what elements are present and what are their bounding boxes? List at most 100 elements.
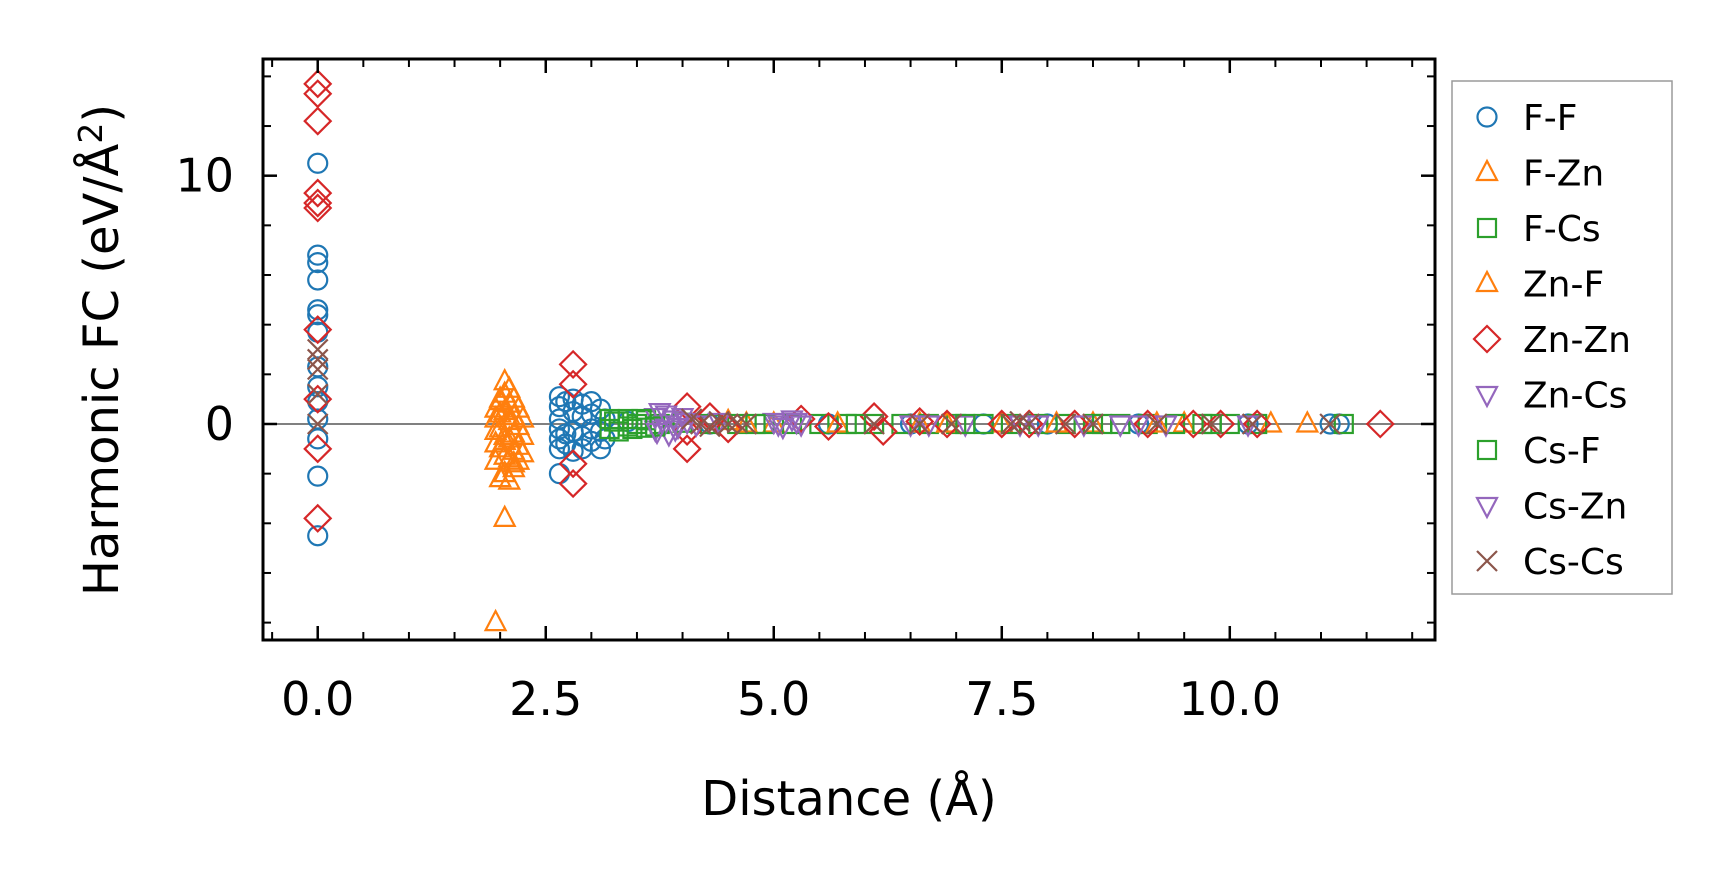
legend-entry-cs-f: Cs-F xyxy=(1476,431,1601,472)
data-point xyxy=(708,410,730,433)
data-point xyxy=(771,417,795,441)
data-point xyxy=(1054,413,1077,435)
data-point xyxy=(859,401,889,432)
data-point xyxy=(307,304,329,326)
legend-marker xyxy=(1472,324,1502,354)
data-point xyxy=(1154,415,1178,438)
data-point xyxy=(558,449,588,479)
data-point xyxy=(955,413,976,435)
data-point xyxy=(663,420,688,443)
data-point xyxy=(548,386,571,408)
data-point xyxy=(908,413,931,435)
data-point xyxy=(306,413,329,435)
data-point xyxy=(303,315,333,345)
legend-marker xyxy=(1475,385,1499,409)
legend-label: F-F xyxy=(1523,98,1577,139)
data-point xyxy=(789,415,813,438)
data-point xyxy=(1009,410,1031,433)
data-point xyxy=(307,269,329,291)
data-point xyxy=(483,447,508,470)
data-point xyxy=(953,415,978,438)
data-point xyxy=(916,415,941,438)
data-point xyxy=(306,358,329,381)
data-point xyxy=(726,411,749,434)
legend-label: Cs-F xyxy=(1523,431,1601,472)
data-point xyxy=(483,608,508,632)
data-point xyxy=(717,413,739,435)
data-point xyxy=(645,422,669,446)
legend-marker xyxy=(1475,158,1499,182)
data-point xyxy=(672,434,702,464)
y-tick-label: 0 xyxy=(205,397,234,451)
plot-frame xyxy=(261,57,1437,642)
data-point xyxy=(303,106,333,136)
data-point xyxy=(548,438,571,460)
data-point xyxy=(1044,410,1069,433)
legend-label: F-Zn xyxy=(1523,154,1604,195)
x-tick-label: 0.0 xyxy=(281,672,354,726)
data-point xyxy=(303,384,333,414)
data-point xyxy=(784,412,809,436)
data-point xyxy=(497,402,522,426)
y-axis-label-prefix: Harmonic FC (eV/Å xyxy=(73,144,130,597)
data-point xyxy=(492,427,517,450)
data-point xyxy=(307,376,329,398)
data-point xyxy=(1018,413,1040,435)
legend-entry-zn-f: Zn-F xyxy=(1475,265,1604,306)
data-point xyxy=(307,251,329,274)
data-point xyxy=(1026,415,1051,438)
legend-entry-f-cs: F-Cs xyxy=(1476,209,1601,250)
legend: F-F F-Zn F-Cs Zn-F Zn-Zn Zn-Cs Cs-F Cs-Zn Cs-Cs xyxy=(1451,80,1673,595)
data-point xyxy=(307,525,329,547)
data-point xyxy=(1126,415,1151,438)
data-point xyxy=(1201,413,1222,435)
data-point xyxy=(303,503,333,533)
data-point xyxy=(303,193,333,223)
data-point xyxy=(497,467,522,490)
legend-entry-f-zn: F-Zn xyxy=(1475,154,1604,195)
data-point xyxy=(761,412,786,436)
legend-marker xyxy=(1476,106,1498,128)
data-point xyxy=(303,69,333,99)
x-tick-label: 7.5 xyxy=(965,672,1038,726)
legend-entry-cs-zn: Cs-Zn xyxy=(1475,487,1627,528)
data-point xyxy=(654,405,678,428)
data-point xyxy=(766,415,791,438)
data-point xyxy=(558,369,588,399)
legend-marker xyxy=(1476,217,1498,239)
y-axis-label-suffix: ) xyxy=(74,104,130,123)
data-point xyxy=(488,387,512,411)
series-cs-cs xyxy=(306,338,1341,438)
data-point xyxy=(1200,413,1223,435)
data-point xyxy=(898,415,923,438)
legend-marker xyxy=(1476,439,1498,461)
x-tick-label: 5.0 xyxy=(737,672,810,726)
legend-entry-f-f: F-F xyxy=(1476,98,1577,139)
y-axis-label: Harmonic FC (eV/Å2) xyxy=(71,104,130,596)
legend-label: Cs-Zn xyxy=(1523,487,1627,528)
y-tick-label: 10 xyxy=(175,149,234,203)
data-point xyxy=(589,438,612,460)
data-point xyxy=(1082,413,1104,435)
data-point xyxy=(1164,413,1186,435)
data-point xyxy=(1365,409,1395,439)
legend-label: Zn-Cs xyxy=(1523,376,1627,417)
data-point xyxy=(307,299,329,321)
data-point xyxy=(1206,409,1236,439)
legend-marker xyxy=(1475,269,1499,293)
data-point xyxy=(863,413,885,435)
data-point xyxy=(1146,413,1168,435)
data-point xyxy=(492,504,517,527)
legend-entry-zn-zn: Zn-Zn xyxy=(1472,320,1631,361)
x-tick-label: 10.0 xyxy=(1179,672,1281,726)
data-point xyxy=(645,416,666,437)
data-point xyxy=(1247,413,1268,435)
data-point xyxy=(690,413,712,435)
data-point xyxy=(558,469,588,499)
data-point xyxy=(1241,413,1264,435)
data-point xyxy=(303,188,333,218)
data-point xyxy=(306,348,329,371)
data-point xyxy=(940,413,963,435)
legend-entry-cs-cs: Cs-Cs xyxy=(1476,542,1624,583)
